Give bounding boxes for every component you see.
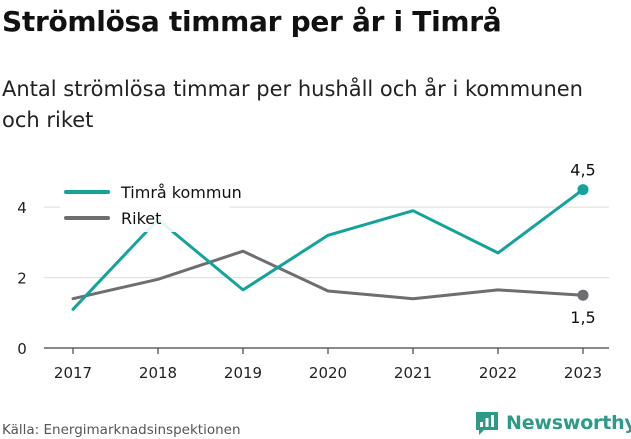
legend-backdrop	[60, 178, 230, 232]
legend-label: Riket	[121, 209, 161, 228]
data-label: 4,5	[570, 161, 595, 180]
x-tick-label: 2017	[54, 364, 92, 382]
data-label: 1,5	[570, 308, 595, 327]
x-tick-label: 2022	[479, 364, 517, 382]
chart-title: Strömlösa timmar per år i Timrå	[2, 5, 502, 38]
series-line	[71, 249, 585, 301]
x-tick-label: 2021	[394, 364, 432, 382]
x-tick-label: 2019	[224, 364, 262, 382]
chart-subtitle: Antal strömlösa timmar per hushåll och å…	[2, 77, 583, 132]
y-tick-label: 0	[17, 340, 27, 358]
x-tick-label: 2023	[564, 364, 602, 382]
source-note: Källa: Energimarknadsinspektionen	[2, 422, 241, 438]
bar-chart-speech-bubble-icon	[476, 412, 498, 435]
x-tick-label: 2020	[309, 364, 347, 382]
brand-logo[interactable]: Newsworthy	[474, 408, 631, 438]
end-point-marker	[577, 289, 589, 301]
end-point-marker	[577, 184, 589, 196]
y-tick-label: 2	[17, 270, 27, 288]
x-tick-label: 2018	[139, 364, 177, 382]
legend-label: Timrå kommun	[120, 183, 242, 202]
y-tick-label: 4	[17, 199, 27, 217]
brand-name: Newsworthy	[506, 412, 631, 434]
